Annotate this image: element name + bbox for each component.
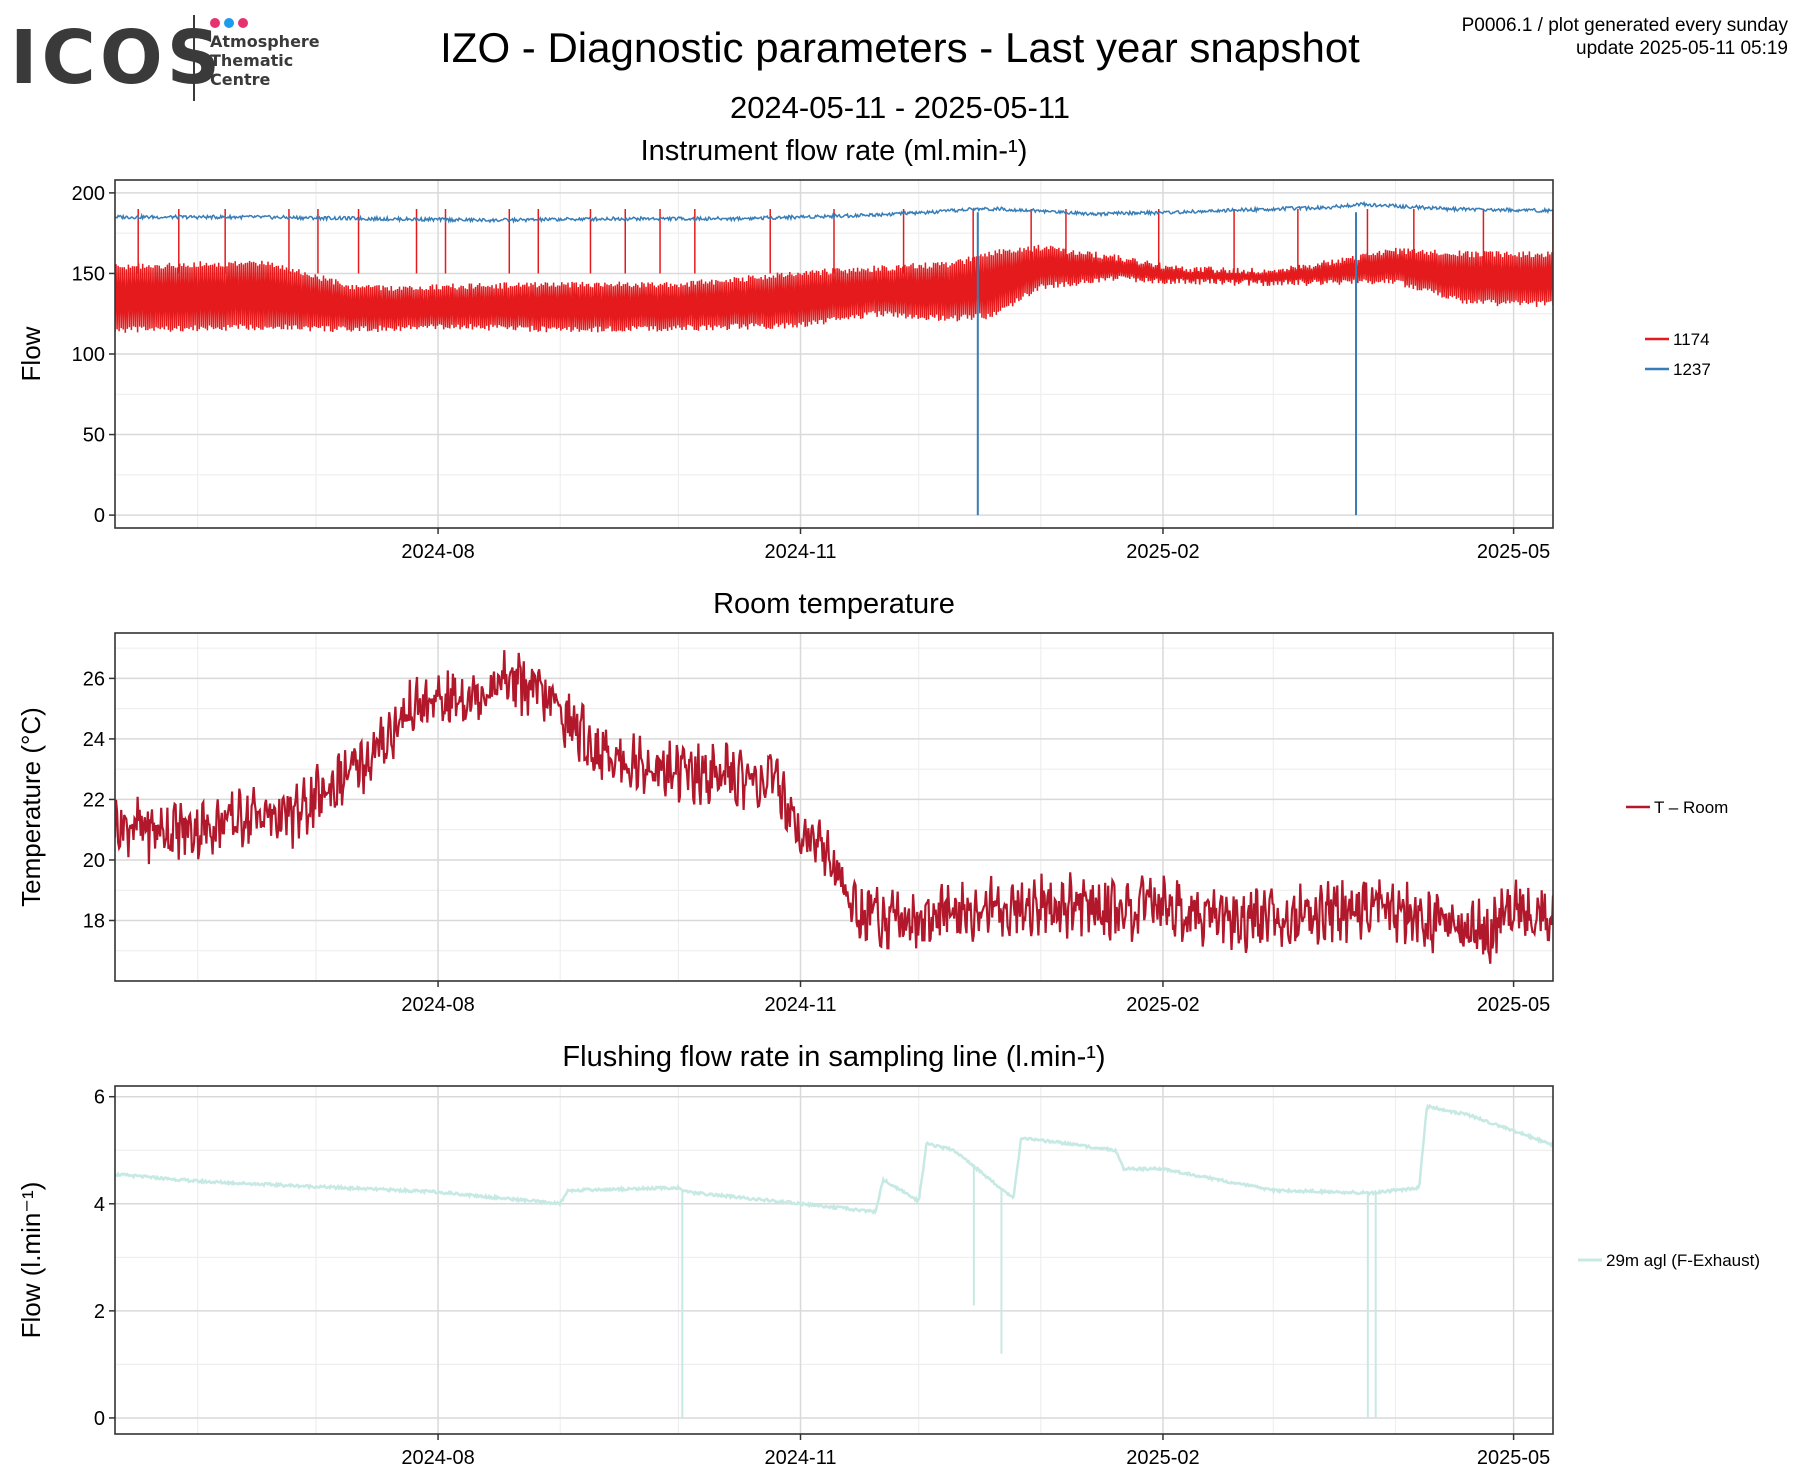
logo-line-3: Centre bbox=[210, 70, 271, 89]
panel-frame bbox=[114, 632, 1554, 982]
x-tick-label: 2025-02 bbox=[1126, 541, 1199, 563]
y-tick-label: 0 bbox=[94, 1408, 105, 1430]
y-axis-label: Temperature (°C) bbox=[16, 707, 46, 907]
y-axis-label: Flow (l.min⁻¹) bbox=[16, 1182, 46, 1339]
logo-line-1: Atmosphere bbox=[210, 32, 320, 51]
y-tick-label: 22 bbox=[83, 789, 105, 811]
page-title: IZO - Diagnostic parameters - Last year … bbox=[440, 24, 1360, 71]
logo-dot-2 bbox=[224, 18, 234, 28]
logo-dot-1 bbox=[210, 18, 220, 28]
chart-panel-1: Instrument flow rate (ml.min-¹) 0 50 100 150… bbox=[16, 135, 1711, 563]
logo-subtitle: Atmosphere Thematic Centre bbox=[210, 32, 320, 89]
x-tick-label: 2025-05 bbox=[1477, 994, 1550, 1016]
panel-frame bbox=[114, 1085, 1554, 1435]
logo-dot-3 bbox=[238, 18, 248, 28]
legend-label: 1237 bbox=[1673, 360, 1711, 379]
y-tick-label: 150 bbox=[72, 263, 105, 285]
chart-title: Flushing flow rate in sampling line (l.m… bbox=[562, 1041, 1105, 1073]
x-tick-label: 2025-02 bbox=[1126, 1447, 1199, 1469]
series-line-29m-agl-F-Exhaust- bbox=[115, 1103, 1553, 1216]
update-timestamp: update 2025-05-11 05:19 bbox=[1576, 38, 1788, 59]
x-tick-label: 2024-11 bbox=[765, 541, 837, 563]
chart-panel-2: Room temperature 18 20 22 24 26 2024-08 2024-11… bbox=[16, 588, 1728, 1016]
x-tick-label: 2025-02 bbox=[1126, 994, 1199, 1016]
chart-title: Instrument flow rate (ml.min-¹) bbox=[641, 135, 1028, 167]
plot-metadata: P0006.1 / plot generated every sunday up… bbox=[1462, 14, 1788, 60]
x-tick-label: 2025-05 bbox=[1477, 541, 1550, 563]
logo-line-2: Thematic bbox=[210, 51, 294, 70]
plot-area bbox=[115, 650, 1553, 964]
y-tick-label: 4 bbox=[94, 1194, 105, 1216]
logo-dots bbox=[210, 15, 252, 29]
chart-panel-3: Flushing flow rate in sampling line (l.m… bbox=[16, 1041, 1760, 1469]
logo-wordmark: ICOS bbox=[10, 15, 225, 101]
date-range: 2024-05-11 - 2025-05-11 bbox=[729, 90, 1071, 125]
x-tick-label: 2024-08 bbox=[401, 994, 474, 1016]
plot-id: P0006.1 / plot generated every sunday bbox=[1461, 15, 1788, 36]
y-tick-label: 2 bbox=[94, 1301, 105, 1323]
legend-label: T – Room bbox=[1654, 798, 1728, 817]
legend-label: 29m agl (F-Exhaust) bbox=[1606, 1251, 1760, 1270]
x-tick-label: 2024-11 bbox=[765, 994, 837, 1016]
legend-label: 1174 bbox=[1673, 330, 1710, 349]
chart-title: Room temperature bbox=[713, 588, 955, 620]
series-line-T-Room bbox=[115, 650, 1553, 964]
series-line-1237 bbox=[115, 200, 1553, 224]
y-tick-label: 24 bbox=[83, 729, 105, 751]
plot-area bbox=[115, 1103, 1553, 1418]
y-axis-label: Flow bbox=[16, 326, 46, 381]
x-tick-label: 2024-08 bbox=[401, 1447, 474, 1469]
plot-area bbox=[115, 200, 1553, 516]
logo-divider bbox=[193, 15, 195, 101]
y-tick-label: 200 bbox=[72, 183, 105, 205]
x-tick-label: 2024-08 bbox=[401, 541, 474, 563]
series-line-1174 bbox=[115, 244, 1553, 333]
y-tick-label: 20 bbox=[83, 850, 105, 872]
x-tick-label: 2024-11 bbox=[765, 1447, 837, 1469]
y-tick-label: 18 bbox=[83, 910, 105, 932]
y-tick-label: 26 bbox=[83, 668, 105, 690]
icos-logo: ICOS Atmosphere Thematic Centre bbox=[10, 15, 330, 105]
x-tick-label: 2025-05 bbox=[1477, 1447, 1550, 1469]
y-tick-label: 100 bbox=[72, 344, 105, 366]
y-tick-label: 50 bbox=[83, 425, 105, 447]
y-tick-label: 0 bbox=[94, 505, 105, 527]
y-tick-label: 6 bbox=[94, 1087, 105, 1109]
